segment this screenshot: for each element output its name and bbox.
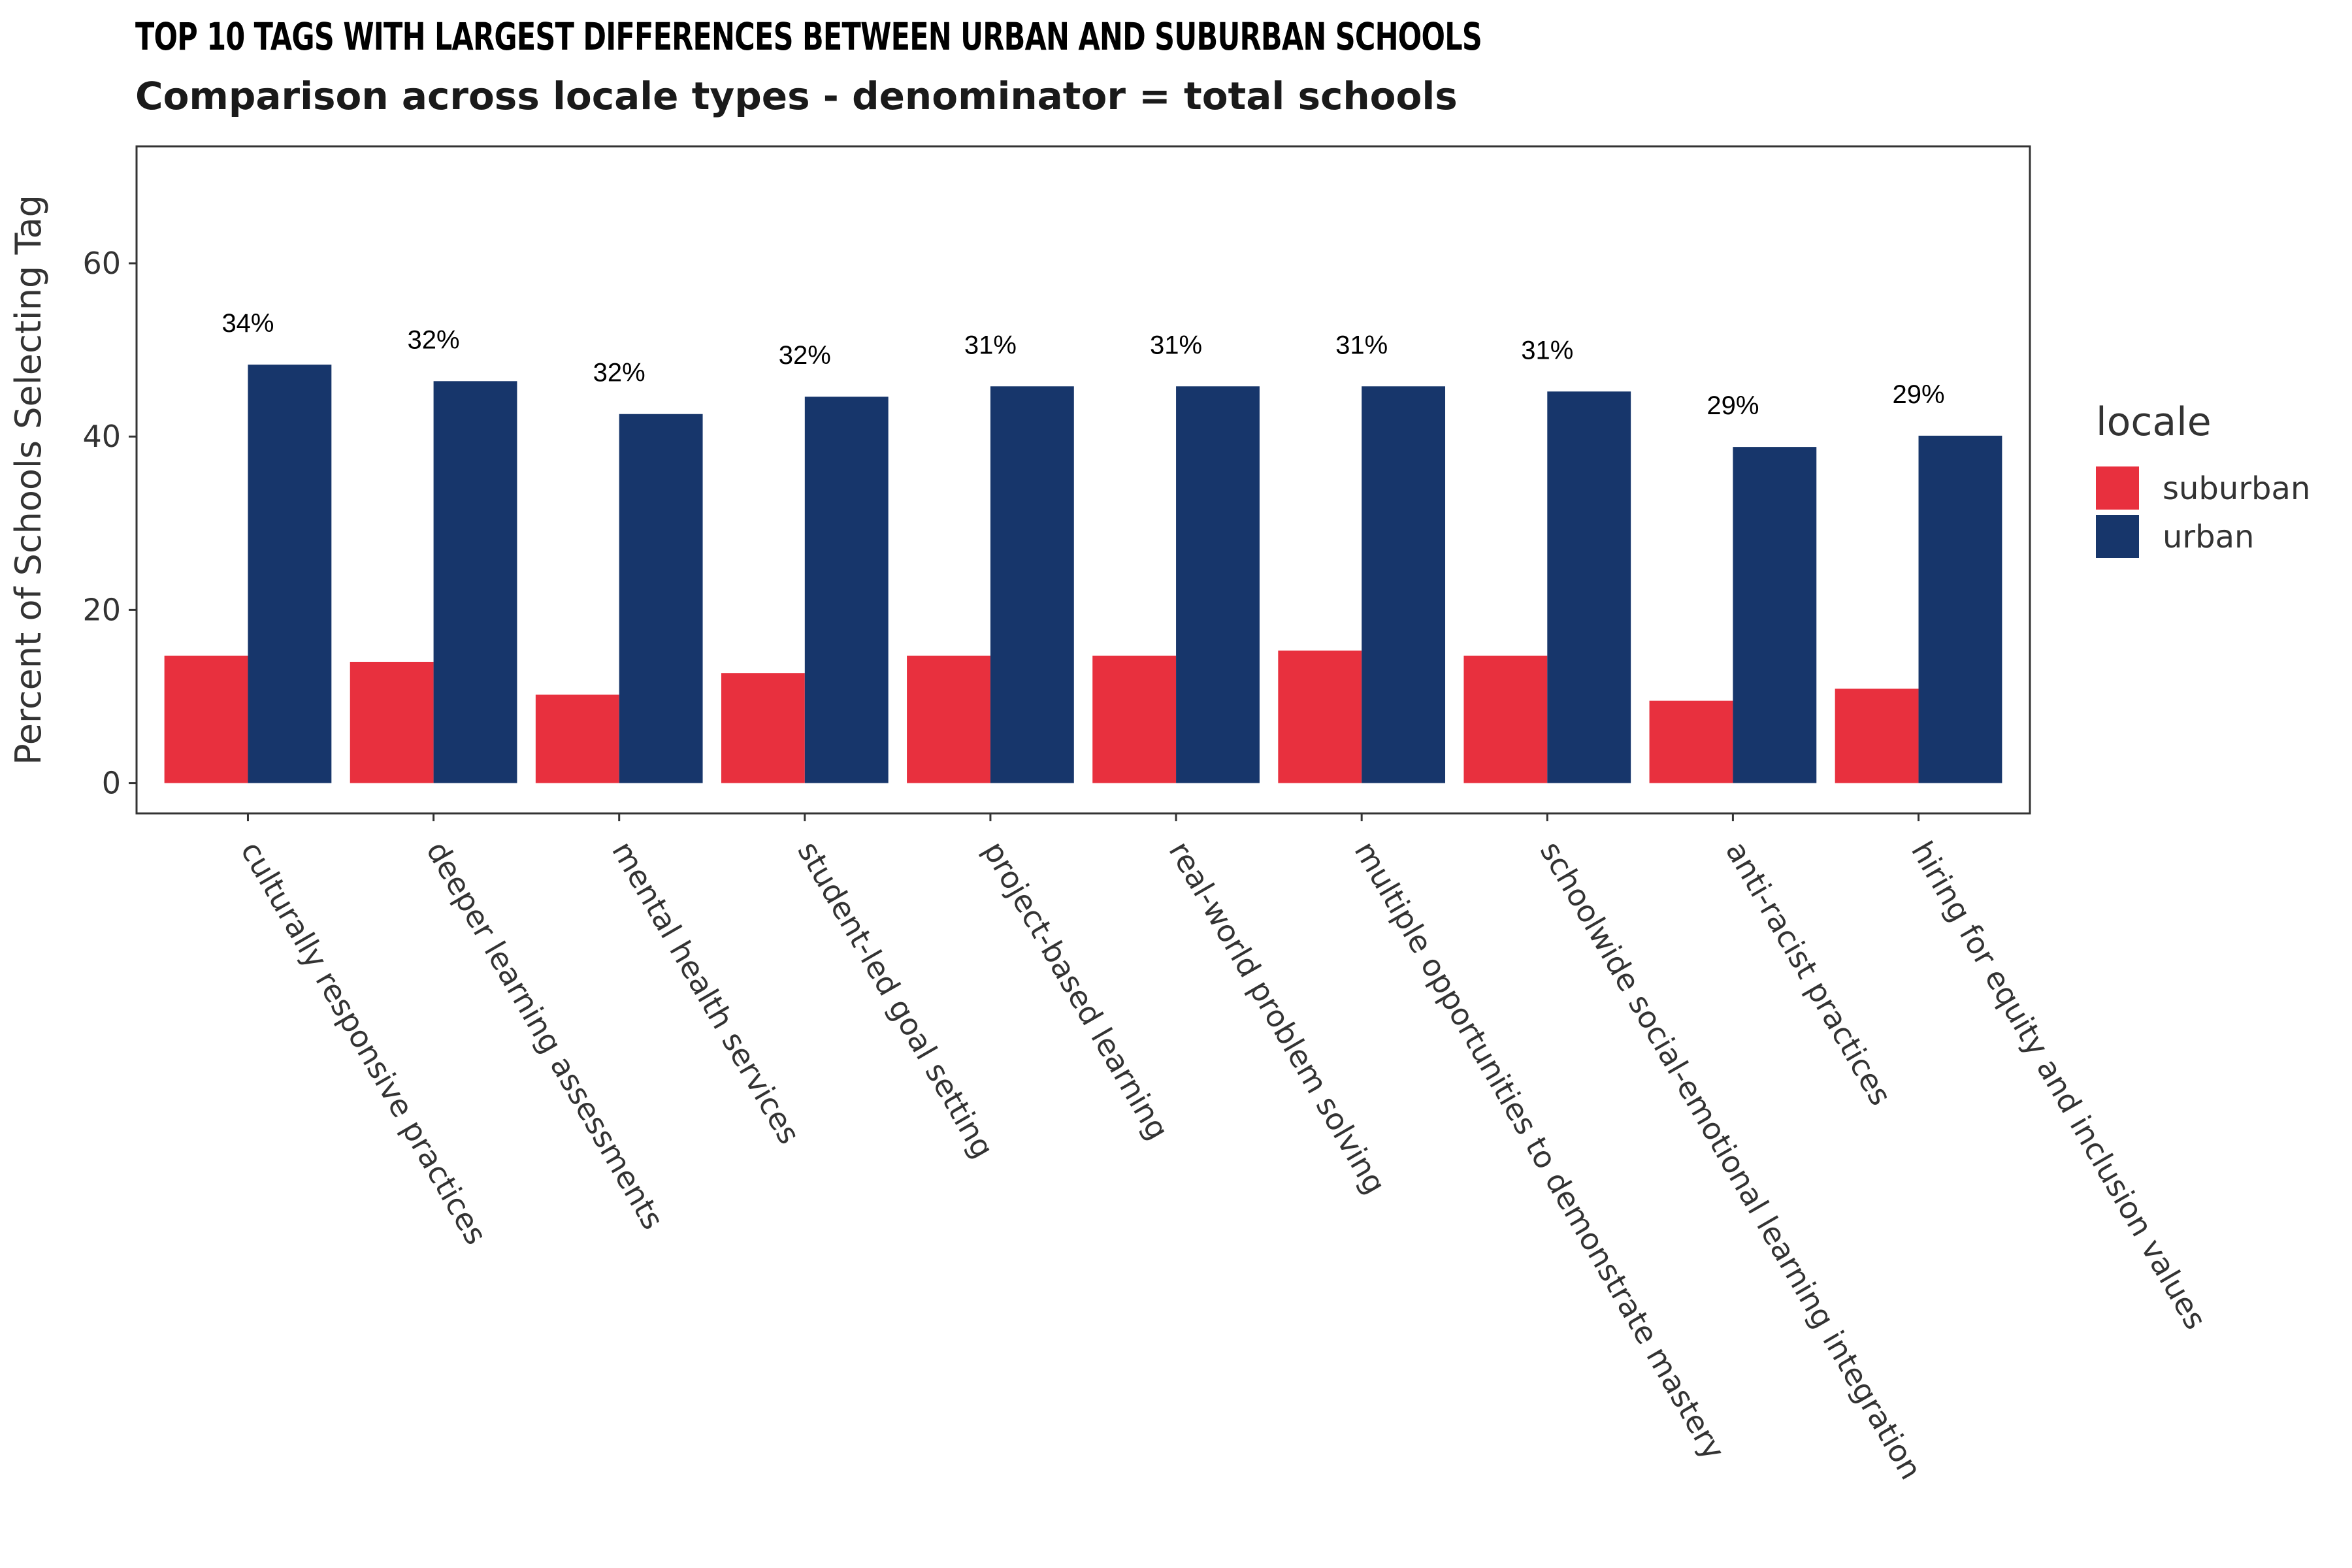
data-label-8: 31% — [1521, 336, 1573, 365]
bar-urban-6 — [1176, 386, 1260, 783]
data-label-1: 34% — [221, 309, 274, 338]
data-labels-layer: 34% 32% 32% 32% 31% 31% 31% 31% 29% 29% — [221, 309, 1944, 420]
chart-subtitle: Comparison across locale types - denomin… — [135, 74, 1458, 118]
y-tick-label-40: 40 — [82, 419, 121, 454]
bar-urban-1 — [248, 365, 332, 783]
chart-title: TOP 10 TAGS WITH LARGEST DIFFERENCES BET… — [135, 14, 1482, 59]
bar-suburban-6 — [1092, 655, 1177, 783]
bar-suburban-10 — [1835, 689, 1919, 783]
data-label-4: 32% — [779, 341, 831, 370]
y-axis: 0 20 40 60 — [82, 246, 137, 801]
y-tick-label-0: 0 — [102, 766, 121, 801]
bar-urban-7 — [1362, 386, 1446, 783]
y-tick-label-60: 60 — [82, 246, 121, 281]
legend: locale suburban urban — [2096, 399, 2310, 558]
x-tick-label-9: anti-racist practices — [1719, 836, 1899, 1111]
data-label-10: 29% — [1892, 380, 1944, 409]
x-tick-label-10: hiring for equity and inclusion values — [1904, 836, 2213, 1335]
y-axis-label: Percent of Schools Selecting Tag — [8, 195, 49, 765]
y-tick-label-20: 20 — [82, 592, 121, 627]
bar-suburban-7 — [1278, 650, 1362, 783]
bar-urban-8 — [1547, 391, 1631, 783]
legend-label-urban: urban — [2163, 519, 2254, 555]
legend-swatch-urban — [2096, 515, 2139, 558]
bar-urban-10 — [1918, 435, 2002, 783]
bar-urban-5 — [990, 386, 1074, 783]
x-tick-label-8: schoolwide social-emotional learning int… — [1533, 836, 1929, 1486]
x-tick-label-6: real-world problem solving — [1162, 836, 1393, 1200]
x-tick-label-5: project-based learning — [976, 836, 1175, 1146]
legend-swatch-suburban — [2096, 466, 2139, 510]
bar-urban-9 — [1733, 447, 1817, 783]
data-label-7: 31% — [1335, 331, 1388, 359]
bar-urban-3 — [619, 414, 703, 783]
x-tick-label-3: mental health services — [605, 836, 807, 1151]
data-label-5: 31% — [964, 331, 1017, 359]
data-label-3: 32% — [593, 359, 645, 387]
x-tick-label-7: multiple opportunities to demonstrate ma… — [1348, 836, 1732, 1466]
bar-urban-2 — [433, 381, 517, 783]
bar-suburban-3 — [535, 694, 619, 783]
bar-suburban-1 — [164, 655, 248, 783]
bar-suburban-4 — [721, 673, 805, 783]
data-label-9: 29% — [1707, 391, 1759, 420]
bar-suburban-5 — [907, 655, 990, 783]
bars-layer — [164, 365, 2002, 783]
data-label-2: 32% — [408, 325, 460, 354]
plot-panel — [135, 145, 2031, 815]
legend-label-suburban: suburban — [2163, 470, 2310, 507]
bar-suburban-2 — [350, 661, 434, 783]
bar-urban-4 — [804, 397, 889, 783]
legend-title: locale — [2096, 399, 2212, 445]
bar-suburban-9 — [1649, 700, 1733, 783]
bar-suburban-8 — [1463, 655, 1548, 783]
x-tick-label-4: student-led goal setting — [791, 836, 1001, 1164]
data-label-6: 31% — [1150, 331, 1202, 359]
